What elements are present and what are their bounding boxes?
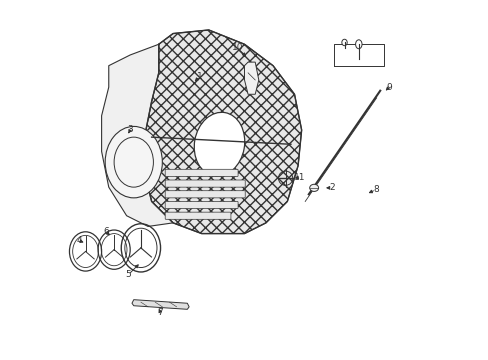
Ellipse shape [355, 40, 361, 49]
Ellipse shape [105, 126, 162, 198]
Text: 6: 6 [103, 227, 108, 236]
Text: 7: 7 [157, 309, 163, 318]
Polygon shape [132, 300, 189, 309]
Ellipse shape [194, 112, 244, 176]
Ellipse shape [341, 39, 346, 46]
FancyBboxPatch shape [165, 212, 230, 219]
FancyBboxPatch shape [165, 169, 238, 176]
Text: 5: 5 [125, 270, 131, 279]
Polygon shape [102, 44, 173, 226]
Polygon shape [244, 62, 258, 94]
Text: 1: 1 [197, 72, 203, 81]
FancyBboxPatch shape [165, 202, 238, 208]
Text: 10: 10 [231, 43, 243, 52]
Polygon shape [144, 30, 301, 234]
FancyBboxPatch shape [165, 180, 244, 187]
FancyBboxPatch shape [165, 191, 244, 198]
Text: 4: 4 [77, 236, 82, 245]
Text: 9: 9 [386, 83, 391, 92]
Text: 11: 11 [293, 173, 305, 182]
Ellipse shape [309, 184, 318, 192]
Text: 2: 2 [328, 183, 334, 192]
Text: 3: 3 [127, 126, 133, 135]
Text: 8: 8 [372, 185, 378, 194]
